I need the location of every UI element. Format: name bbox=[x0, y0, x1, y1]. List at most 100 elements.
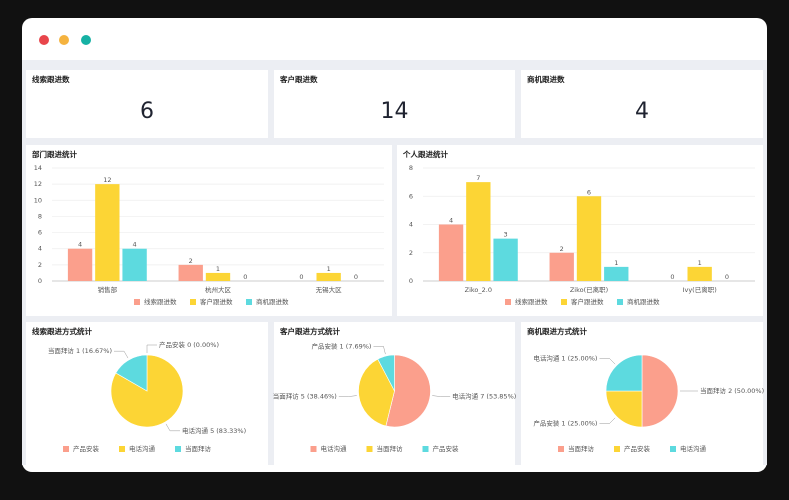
y-tick-label: 14 bbox=[34, 164, 42, 172]
y-tick-label: 8 bbox=[38, 212, 42, 220]
bar bbox=[549, 252, 574, 281]
legend-swatch bbox=[670, 446, 676, 452]
bar bbox=[95, 184, 120, 281]
value-label: 4 bbox=[133, 241, 137, 249]
value-label: 2 bbox=[189, 257, 193, 265]
chart-title: 商机跟进方式统计 bbox=[527, 326, 587, 336]
y-tick-label: 8 bbox=[409, 164, 413, 172]
y-tick-label: 12 bbox=[34, 180, 42, 188]
legend-label: 线索跟进数 bbox=[515, 297, 548, 306]
legend-swatch bbox=[558, 446, 564, 452]
leader-line bbox=[165, 423, 180, 432]
bar bbox=[576, 196, 602, 281]
x-tick-label: 无锡大区 bbox=[316, 285, 343, 294]
legend-swatch bbox=[614, 446, 620, 452]
leader-line bbox=[432, 395, 451, 397]
value-label: 1 bbox=[327, 265, 331, 273]
legend-label: 客户跟进数 bbox=[200, 297, 233, 306]
legend-label: 产品安装 bbox=[433, 444, 460, 453]
chart-title: 客户跟进方式统计 bbox=[279, 326, 340, 336]
y-tick-label: 10 bbox=[34, 196, 42, 204]
x-tick-label: 杭州大区 bbox=[205, 285, 232, 294]
panel bbox=[274, 70, 515, 138]
value-label: 0 bbox=[670, 273, 674, 281]
chart-title: 部门跟进统计 bbox=[32, 149, 77, 159]
value-label: 4 bbox=[78, 241, 82, 249]
y-tick-label: 2 bbox=[409, 249, 413, 257]
value-label: 6 bbox=[587, 188, 591, 196]
bar bbox=[687, 266, 712, 281]
legend-swatch bbox=[505, 299, 511, 305]
panel bbox=[26, 70, 268, 138]
value-label: 电话沟通 7 (53.85%) bbox=[452, 392, 516, 401]
x-tick-label: Ziko(已离职) bbox=[570, 285, 608, 294]
value-label: 当面拜访 2 (50.00%) bbox=[700, 386, 764, 395]
y-tick-label: 2 bbox=[38, 261, 42, 269]
legend-label: 当面拜访 bbox=[568, 444, 595, 453]
y-tick-label: 4 bbox=[38, 245, 42, 253]
pie-slice bbox=[641, 354, 679, 428]
legend-swatch bbox=[63, 446, 69, 452]
legend-label: 线索跟进数 bbox=[144, 297, 177, 306]
window-dot bbox=[59, 35, 69, 45]
panel bbox=[26, 145, 392, 316]
legend-swatch bbox=[119, 446, 125, 452]
card-title: 线索跟进数 bbox=[32, 74, 70, 84]
leader-line bbox=[373, 346, 386, 355]
y-tick-label: 6 bbox=[409, 192, 413, 200]
legend-swatch bbox=[422, 446, 429, 452]
legend-label: 客户跟进数 bbox=[571, 297, 604, 306]
value-label: 产品安装 1 (25.00%) bbox=[533, 419, 597, 428]
legend-swatch bbox=[190, 299, 196, 305]
value-label: 1 bbox=[698, 259, 702, 267]
legend-swatch bbox=[310, 446, 317, 452]
chart-title: 个人跟进统计 bbox=[402, 149, 448, 159]
y-tick-label: 0 bbox=[38, 277, 42, 285]
legend-swatch bbox=[175, 446, 181, 452]
leader-line bbox=[114, 350, 129, 359]
bar bbox=[122, 248, 147, 281]
value-label: 0 bbox=[354, 273, 358, 281]
card-value: 6 bbox=[140, 99, 154, 124]
bar bbox=[67, 248, 93, 281]
legend-swatch bbox=[134, 299, 140, 305]
bar bbox=[316, 272, 341, 281]
value-label: 0 bbox=[725, 273, 729, 281]
window-dot bbox=[81, 35, 91, 45]
value-label: 当面拜访 5 (38.46%) bbox=[273, 392, 337, 401]
value-label: 2 bbox=[560, 245, 564, 253]
pie-slice bbox=[385, 354, 431, 428]
pie-slice bbox=[605, 390, 643, 428]
x-tick-label: Ivy(已离职) bbox=[683, 285, 717, 294]
value-label: 产品安装 0 (0.00%) bbox=[159, 340, 219, 349]
legend-label: 商机跟进数 bbox=[627, 297, 660, 306]
legend-swatch bbox=[617, 299, 623, 305]
value-label: 电话沟通 5 (83.33%) bbox=[182, 426, 246, 435]
card-value: 14 bbox=[381, 99, 409, 124]
legend-label: 电话沟通 bbox=[129, 444, 156, 453]
bar bbox=[178, 264, 203, 281]
legend-label: 当面拜访 bbox=[377, 444, 404, 453]
legend-swatch bbox=[246, 299, 252, 305]
pie-slice bbox=[115, 354, 148, 392]
value-label: 0 bbox=[299, 273, 303, 281]
card-value: 4 bbox=[635, 99, 649, 124]
card-title: 客户跟进数 bbox=[279, 74, 318, 84]
value-label: 3 bbox=[504, 231, 508, 239]
pie-slice bbox=[377, 354, 395, 392]
value-label: 7 bbox=[476, 174, 480, 182]
legend-swatch bbox=[366, 446, 373, 452]
leader-line bbox=[599, 417, 616, 424]
x-tick-label: Ziko_2.0 bbox=[465, 286, 492, 294]
bar bbox=[604, 266, 629, 281]
y-tick-label: 6 bbox=[38, 229, 42, 237]
y-tick-label: 0 bbox=[409, 277, 413, 285]
value-label: 产品安装 1 (7.69%) bbox=[311, 341, 371, 350]
pie-slice bbox=[358, 358, 395, 427]
y-tick-label: 4 bbox=[409, 221, 413, 229]
panel bbox=[521, 70, 763, 138]
legend-label: 当面拜访 bbox=[185, 444, 212, 453]
card-title: 商机跟进数 bbox=[527, 74, 565, 84]
leader-line bbox=[338, 395, 357, 397]
